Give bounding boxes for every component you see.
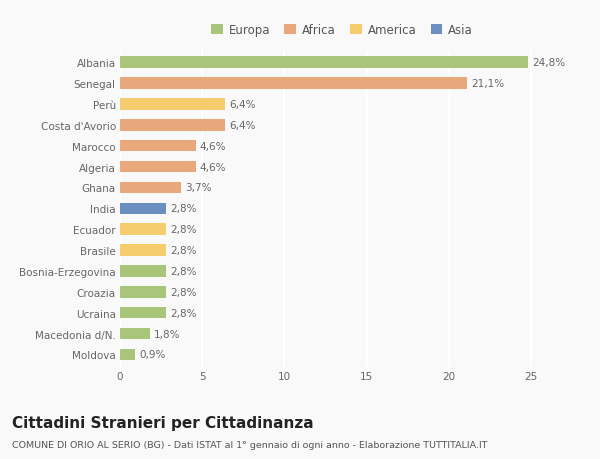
- Bar: [120, 57, 528, 69]
- Bar: [120, 286, 166, 298]
- Text: 2,8%: 2,8%: [170, 225, 197, 235]
- Bar: [120, 120, 225, 131]
- Text: 0,9%: 0,9%: [139, 350, 165, 360]
- Text: 24,8%: 24,8%: [532, 58, 565, 68]
- Bar: [120, 328, 149, 340]
- Bar: [120, 266, 166, 277]
- Bar: [120, 140, 196, 152]
- Legend: Europa, Africa, America, Asia: Europa, Africa, America, Asia: [209, 22, 475, 39]
- Text: 2,8%: 2,8%: [170, 266, 197, 276]
- Text: 4,6%: 4,6%: [200, 141, 226, 151]
- Bar: [120, 203, 166, 214]
- Text: COMUNE DI ORIO AL SERIO (BG) - Dati ISTAT al 1° gennaio di ogni anno - Elaborazi: COMUNE DI ORIO AL SERIO (BG) - Dati ISTA…: [12, 440, 487, 449]
- Text: Cittadini Stranieri per Cittadinanza: Cittadini Stranieri per Cittadinanza: [12, 415, 314, 431]
- Bar: [120, 99, 225, 111]
- Text: 6,4%: 6,4%: [229, 121, 256, 130]
- Bar: [120, 349, 135, 360]
- Text: 4,6%: 4,6%: [200, 162, 226, 172]
- Bar: [120, 182, 181, 194]
- Text: 3,7%: 3,7%: [185, 183, 211, 193]
- Bar: [120, 78, 467, 90]
- Text: 1,8%: 1,8%: [154, 329, 180, 339]
- Text: 2,8%: 2,8%: [170, 308, 197, 318]
- Bar: [120, 224, 166, 235]
- Text: 2,8%: 2,8%: [170, 204, 197, 214]
- Text: 21,1%: 21,1%: [471, 79, 504, 89]
- Text: 2,8%: 2,8%: [170, 287, 197, 297]
- Text: 6,4%: 6,4%: [229, 100, 256, 110]
- Text: 2,8%: 2,8%: [170, 246, 197, 256]
- Bar: [120, 162, 196, 173]
- Bar: [120, 307, 166, 319]
- Bar: [120, 245, 166, 256]
